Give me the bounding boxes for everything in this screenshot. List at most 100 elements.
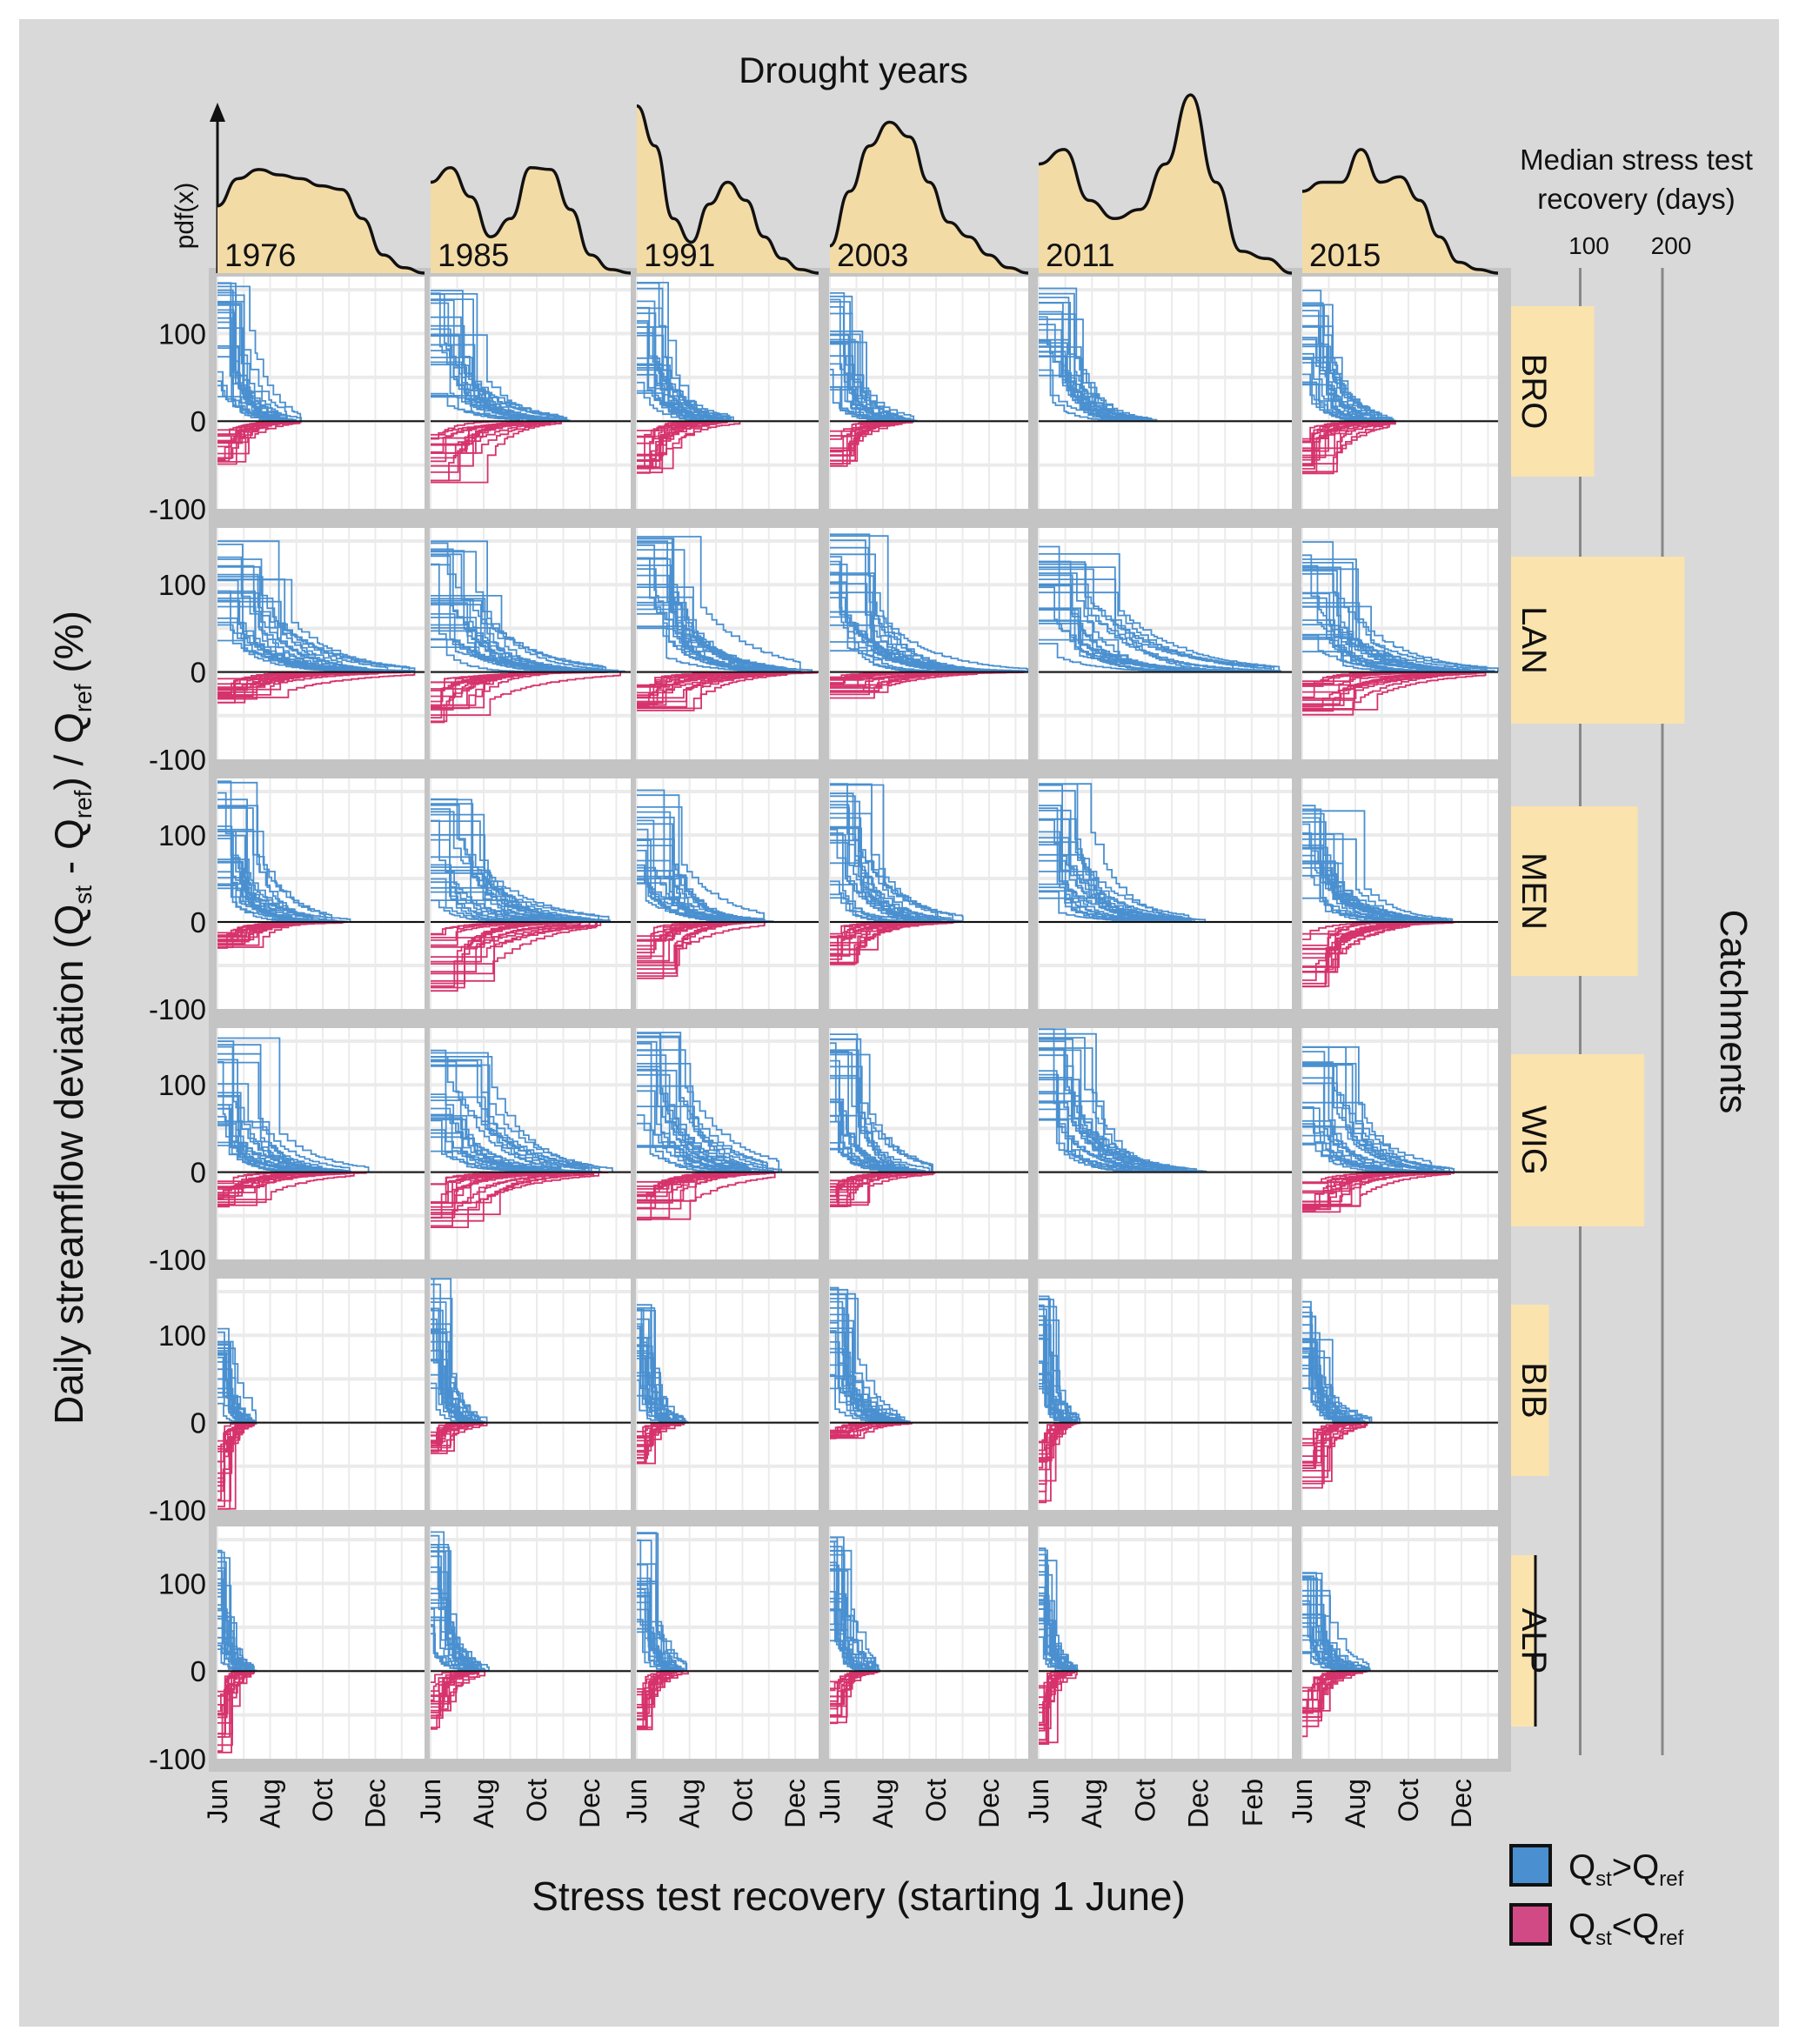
series-line-qst-gt-qref bbox=[1039, 818, 1193, 922]
median-bar-BRO bbox=[1511, 306, 1595, 477]
panel-BRO-2015 bbox=[1301, 277, 1498, 509]
series-line-qst-lt-qref bbox=[830, 1172, 936, 1191]
series-line-qst-gt-qref bbox=[1302, 810, 1454, 922]
series-line-qst-gt-qref bbox=[431, 1602, 474, 1672]
series-line-qst-lt-qref bbox=[637, 421, 720, 438]
series-line-qst-lt-qref bbox=[1302, 421, 1391, 475]
density-curve-1976 bbox=[217, 168, 425, 275]
series-line-qst-gt-qref bbox=[637, 574, 764, 672]
series-line-qst-gt-qref bbox=[431, 548, 571, 672]
series-line-qst-gt-qref bbox=[1302, 846, 1391, 922]
series-line-qst-gt-qref bbox=[217, 781, 338, 922]
median-bar-WIG bbox=[1511, 1054, 1645, 1226]
series-line-qst-lt-qref bbox=[637, 671, 772, 705]
series-line-qst-gt-qref bbox=[1039, 346, 1141, 422]
series-line-qst-gt-qref bbox=[431, 820, 554, 922]
series-line-qst-lt-qref bbox=[431, 421, 562, 484]
series-line-qst-gt-qref bbox=[431, 1283, 474, 1423]
series-line-qst-gt-qref bbox=[637, 1318, 687, 1423]
y-axis-title: Daily streamflow deviation (Qst - Qref) … bbox=[46, 611, 97, 1425]
panel-BRO-2011 bbox=[1038, 277, 1292, 509]
x-tick-label: Oct bbox=[1393, 1779, 1424, 1822]
series-line-qst-gt-qref bbox=[1302, 1126, 1427, 1172]
panel-MEN-1976 bbox=[217, 778, 425, 1009]
y-tick-label: -100 bbox=[149, 1244, 206, 1276]
series-line-qst-gt-qref bbox=[830, 1628, 876, 1672]
series-line-qst-lt-qref bbox=[1302, 421, 1392, 464]
series-line-qst-lt-qref bbox=[431, 1671, 486, 1730]
series-line-qst-lt-qref bbox=[431, 1172, 595, 1228]
panel-BRO-1976 bbox=[217, 277, 425, 509]
series-line-qst-lt-qref bbox=[637, 1172, 726, 1219]
panel-MEN-1991 bbox=[636, 778, 819, 1009]
panel-LAN-2015 bbox=[1301, 528, 1499, 759]
x-tick-label: Jun bbox=[415, 1779, 446, 1824]
series-line-qst-gt-qref bbox=[637, 1042, 725, 1172]
series-line-qst-gt-qref bbox=[830, 355, 891, 422]
panel-frame bbox=[209, 268, 1511, 1772]
series-line-qst-gt-qref bbox=[431, 344, 567, 422]
series-line-qst-lt-qref bbox=[830, 421, 913, 438]
series-line-qst-gt-qref bbox=[1302, 1651, 1343, 1672]
catchments-axis-title: Catchments bbox=[1712, 910, 1755, 1114]
density-strip: 1976 1985 1991 2003 2011 2015 bbox=[210, 93, 1499, 275]
series-line-qst-gt-qref bbox=[637, 568, 813, 672]
series-line-qst-gt-qref bbox=[830, 1114, 931, 1172]
series-line-qst-gt-qref bbox=[1302, 1589, 1368, 1672]
year-label-2003: 2003 bbox=[837, 237, 908, 273]
series-line-qst-gt-qref bbox=[1039, 790, 1141, 922]
series-line-qst-gt-qref bbox=[1302, 844, 1418, 922]
series-line-qst-lt-qref bbox=[217, 421, 299, 465]
panel-LAN-1985 bbox=[430, 528, 631, 759]
panel-WIG-2011 bbox=[1038, 1028, 1292, 1259]
x-tick-label: Oct bbox=[307, 1779, 338, 1822]
catchment-label-ALP: ALP bbox=[1515, 1608, 1553, 1674]
series-line-qst-lt-qref bbox=[830, 671, 944, 699]
density-area-1976 bbox=[217, 169, 425, 273]
panel-background bbox=[637, 1279, 819, 1510]
y-tick-label: 100 bbox=[158, 1319, 206, 1352]
legend-swatch-negative bbox=[1509, 1903, 1552, 1946]
series-line-qst-lt-qref bbox=[1302, 922, 1420, 951]
x-tick-label: Jun bbox=[1287, 1779, 1318, 1824]
x-tick-label: Aug bbox=[1076, 1779, 1107, 1828]
panel-LAN-1976 bbox=[217, 528, 425, 759]
series-line-qst-lt-qref bbox=[830, 1422, 913, 1439]
series-line-qst-gt-qref bbox=[217, 1061, 317, 1172]
series-line-qst-lt-qref bbox=[637, 1671, 668, 1714]
panel-background bbox=[431, 1279, 631, 1510]
series-line-qst-gt-qref bbox=[1039, 1360, 1078, 1423]
series-line-qst-gt-qref bbox=[431, 1096, 586, 1172]
series-line-qst-gt-qref bbox=[1039, 583, 1255, 672]
series-line-qst-lt-qref bbox=[431, 1671, 478, 1701]
series-line-qst-lt-qref bbox=[217, 921, 342, 939]
series-line-qst-gt-qref bbox=[1302, 823, 1433, 922]
catchment-label-LAN: LAN bbox=[1515, 606, 1553, 674]
x-tick-label: Oct bbox=[726, 1779, 758, 1822]
series-line-qst-gt-qref bbox=[1302, 592, 1464, 672]
series-line-qst-gt-qref bbox=[431, 542, 604, 672]
series-line-qst-gt-qref bbox=[637, 326, 732, 422]
panel-ALP-1991 bbox=[636, 1526, 819, 1759]
density-curve-2011 bbox=[1038, 93, 1293, 275]
series-line-qst-lt-qref bbox=[830, 1172, 934, 1206]
y-tick-label: 100 bbox=[158, 1567, 206, 1600]
series-line-qst-lt-qref bbox=[637, 671, 748, 709]
x-tick-label: Jun bbox=[814, 1779, 846, 1824]
series-line-qst-gt-qref bbox=[431, 604, 563, 672]
series-line-qst-lt-qref bbox=[431, 1422, 470, 1443]
y-tick-label: -100 bbox=[149, 493, 206, 525]
series-line-qst-gt-qref bbox=[1039, 369, 1117, 422]
series-line-qst-lt-qref bbox=[431, 922, 567, 987]
series-line-qst-lt-qref bbox=[1302, 1172, 1404, 1213]
series-line-qst-gt-qref bbox=[217, 309, 302, 422]
series-line-qst-gt-qref bbox=[431, 551, 560, 672]
panel-LAN-2011 bbox=[1038, 528, 1292, 759]
series-line-qst-gt-qref bbox=[217, 1387, 248, 1423]
series-line-qst-lt-qref bbox=[637, 1671, 675, 1717]
series-line-qst-gt-qref bbox=[637, 1584, 670, 1672]
series-line-qst-lt-qref bbox=[637, 671, 788, 711]
series-line-qst-gt-qref bbox=[217, 590, 402, 672]
series-line-qst-gt-qref bbox=[830, 306, 915, 422]
series-line-qst-gt-qref bbox=[217, 1092, 319, 1172]
